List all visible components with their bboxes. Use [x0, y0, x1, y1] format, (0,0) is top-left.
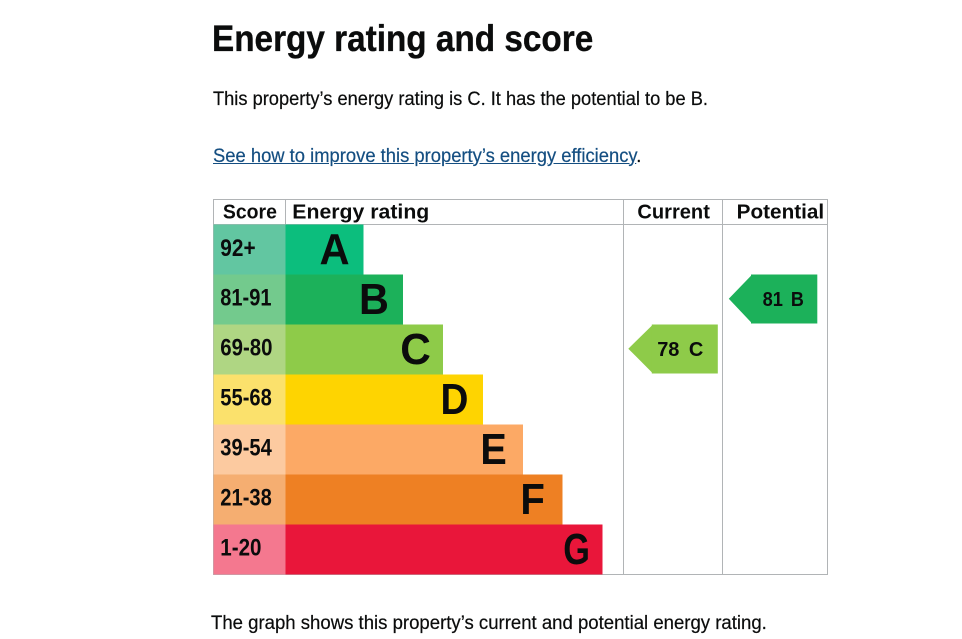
svg-text:G: G — [563, 525, 590, 574]
svg-text:21-38: 21-38 — [220, 484, 271, 511]
svg-text:69-80: 69-80 — [220, 334, 272, 361]
svg-text:39-54: 39-54 — [220, 434, 272, 461]
svg-text:E: E — [480, 425, 506, 474]
svg-text:C: C — [400, 325, 431, 374]
svg-text:Potential: Potential — [737, 200, 825, 223]
svg-text:Score: Score — [223, 200, 277, 223]
svg-text:78: 78 — [657, 339, 679, 361]
svg-text:55-68: 55-68 — [220, 384, 271, 411]
svg-text:Energy rating: Energy rating — [292, 200, 429, 223]
svg-text:F: F — [520, 475, 545, 524]
svg-text:92+: 92+ — [220, 235, 255, 262]
svg-text:B: B — [791, 289, 804, 311]
svg-text:C: C — [689, 339, 703, 361]
svg-text:1-20: 1-20 — [220, 534, 261, 561]
svg-text:D: D — [441, 375, 469, 424]
svg-text:81: 81 — [763, 289, 783, 311]
svg-text:A: A — [320, 225, 350, 274]
svg-text:Current: Current — [637, 200, 710, 223]
svg-text:B: B — [359, 275, 389, 324]
svg-text:81-91: 81-91 — [220, 284, 271, 311]
